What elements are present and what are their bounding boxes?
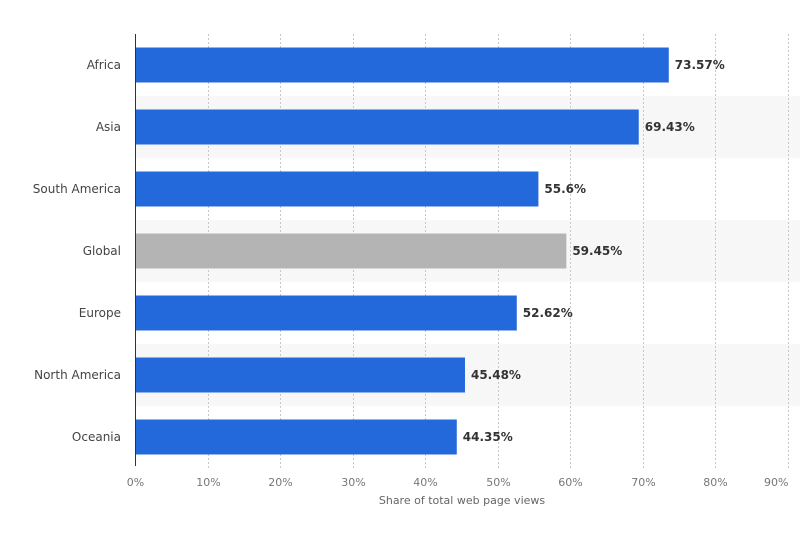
x-tick-label: 80%	[703, 476, 727, 489]
bar-oceania[interactable]	[136, 419, 457, 455]
category-label: Europe	[79, 306, 121, 320]
category-label: North America	[34, 368, 121, 382]
data-label: 55.6%	[544, 182, 586, 196]
data-label: 45.48%	[471, 368, 521, 382]
data-label: 69.43%	[645, 120, 695, 134]
x-tick-label: 10%	[196, 476, 220, 489]
x-tick-label: 30%	[341, 476, 365, 489]
x-tick-label: 20%	[268, 476, 292, 489]
data-label: 73.57%	[675, 58, 725, 72]
bar-south-america[interactable]	[136, 171, 539, 207]
x-axis-title: Share of total web page views	[379, 494, 546, 507]
x-tick-label: 40%	[413, 476, 437, 489]
category-label: Global	[83, 244, 121, 258]
data-label: 52.62%	[523, 306, 573, 320]
bar-asia[interactable]	[136, 109, 639, 145]
bar-north-america[interactable]	[136, 357, 465, 393]
x-tick-label: 70%	[631, 476, 655, 489]
x-tick-label: 0%	[127, 476, 144, 489]
data-label: 44.35%	[463, 430, 513, 444]
x-tick-label: 50%	[486, 476, 510, 489]
category-label: Africa	[87, 58, 121, 72]
bar-europe[interactable]	[136, 295, 517, 331]
category-label: Asia	[96, 120, 121, 134]
x-tick-label: 90%	[764, 476, 788, 489]
category-label: Oceania	[72, 430, 121, 444]
data-label: 59.45%	[572, 244, 622, 258]
x-tick-label: 60%	[558, 476, 582, 489]
bar-africa[interactable]	[136, 47, 669, 83]
category-label: South America	[33, 182, 121, 196]
bar-global[interactable]	[136, 233, 567, 269]
